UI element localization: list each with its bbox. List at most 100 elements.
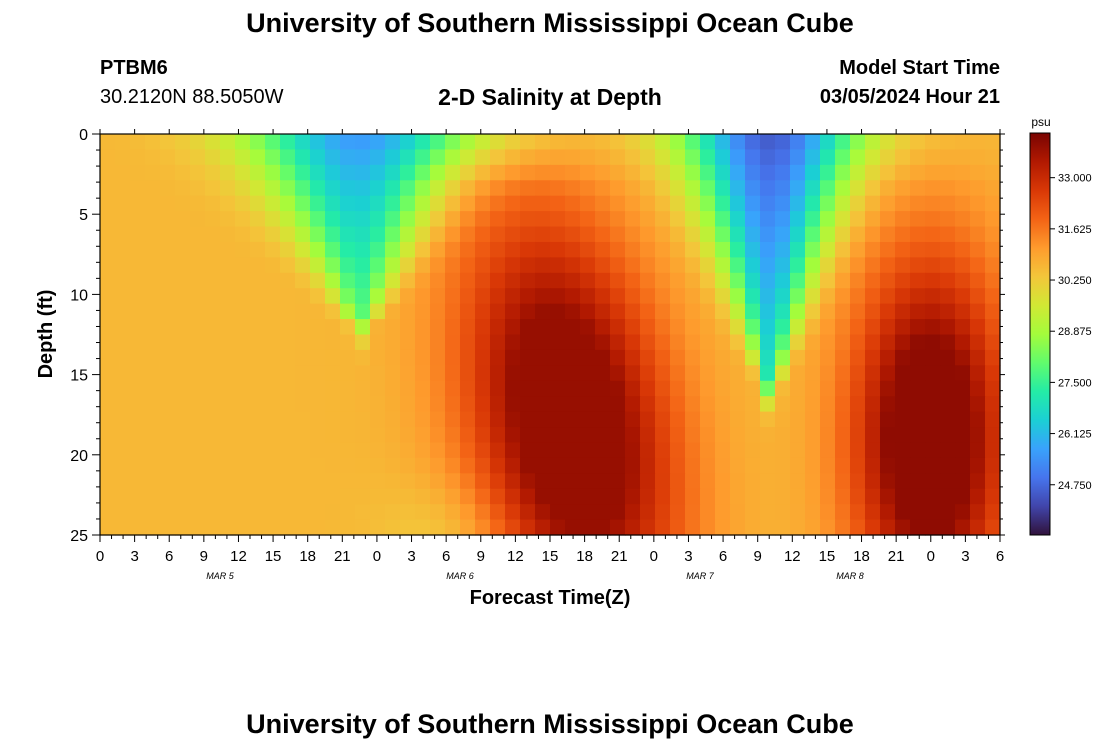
heatmap-cell xyxy=(955,457,971,474)
heatmap-cell xyxy=(670,211,686,228)
heatmap-cell xyxy=(775,134,791,151)
heatmap-cell xyxy=(940,396,956,413)
heatmap-cell xyxy=(820,149,836,166)
heatmap-cell xyxy=(625,164,641,181)
heatmap-cell xyxy=(775,149,791,166)
heatmap-cell xyxy=(265,288,281,305)
heatmap-cell xyxy=(490,272,506,289)
heatmap-cell xyxy=(535,319,551,336)
heatmap-cell xyxy=(370,303,386,320)
y-tick-label: 5 xyxy=(79,207,88,224)
heatmap-cell xyxy=(130,519,146,536)
heatmap-cell xyxy=(460,488,476,505)
heatmap-cell xyxy=(985,319,1001,336)
heatmap-cell xyxy=(280,211,296,228)
heatmap-cell xyxy=(970,504,986,521)
heatmap-cell xyxy=(955,473,971,490)
heatmap-cell xyxy=(280,349,296,366)
heatmap-cell xyxy=(445,211,461,228)
heatmap-cell xyxy=(325,519,341,536)
heatmap-cell xyxy=(655,442,671,459)
heatmap-cell xyxy=(880,319,896,336)
heatmap-cell xyxy=(670,396,686,413)
heatmap-cell xyxy=(145,334,161,351)
heatmap-cell xyxy=(760,164,776,181)
heatmap-cell xyxy=(895,211,911,228)
heatmap-cell xyxy=(535,396,551,413)
heatmap-cell xyxy=(520,164,536,181)
heatmap-cell xyxy=(850,427,866,444)
heatmap-cell xyxy=(760,272,776,289)
heatmap-cell xyxy=(595,241,611,258)
y-tick-label: 15 xyxy=(70,368,88,385)
heatmap-cell xyxy=(805,442,821,459)
x-tick-label: 6 xyxy=(996,548,1004,565)
heatmap-cell xyxy=(295,288,311,305)
heatmap-cell xyxy=(520,411,536,428)
heatmap-cell xyxy=(595,519,611,536)
heatmap-cell xyxy=(310,211,326,228)
heatmap-cell xyxy=(805,334,821,351)
heatmap-cell xyxy=(130,272,146,289)
heatmap-cell xyxy=(370,380,386,397)
heatmap-cell xyxy=(340,164,356,181)
heatmap-cell xyxy=(130,349,146,366)
heatmap-cell xyxy=(295,442,311,459)
heatmap-cell xyxy=(835,334,851,351)
heatmap-cell xyxy=(100,427,116,444)
heatmap-cell xyxy=(610,149,626,166)
heatmap-cell xyxy=(160,195,176,212)
heatmap-cell xyxy=(520,519,536,536)
heatmap-cell xyxy=(445,411,461,428)
heatmap-cell xyxy=(460,134,476,151)
heatmap-cell xyxy=(715,241,731,258)
heatmap-cell xyxy=(640,349,656,366)
y-tick-label: 25 xyxy=(70,528,88,545)
heatmap-cell xyxy=(325,427,341,444)
heatmap-cell xyxy=(760,319,776,336)
heatmap-cell xyxy=(460,411,476,428)
heatmap-cell xyxy=(340,380,356,397)
heatmap-cell xyxy=(490,288,506,305)
heatmap-cell xyxy=(940,519,956,536)
heatmap-cell xyxy=(715,134,731,151)
heatmap-cell xyxy=(940,473,956,490)
heatmap-cell xyxy=(625,519,641,536)
date-label: MAR 6 xyxy=(446,571,474,581)
heatmap-cell xyxy=(610,180,626,197)
heatmap-cell xyxy=(685,396,701,413)
heatmap-cell xyxy=(925,457,941,474)
heatmap-cell xyxy=(370,226,386,243)
heatmap-cell xyxy=(745,488,761,505)
heatmap-cell xyxy=(190,349,206,366)
heatmap-cell xyxy=(460,241,476,258)
heatmap-cell xyxy=(250,504,266,521)
heatmap-cell xyxy=(265,396,281,413)
heatmap-cell xyxy=(625,380,641,397)
heatmap-cell xyxy=(415,257,431,274)
heatmap-cell xyxy=(280,334,296,351)
heatmap-cell xyxy=(565,257,581,274)
heatmap-cell xyxy=(205,180,221,197)
heatmap-cell xyxy=(310,134,326,151)
heatmap-cell xyxy=(775,457,791,474)
heatmap-cell xyxy=(985,365,1001,382)
heatmap-cell xyxy=(865,226,881,243)
heatmap-cell xyxy=(805,272,821,289)
heatmap-cell xyxy=(820,504,836,521)
heatmap-cell xyxy=(445,473,461,490)
heatmap-cell xyxy=(250,411,266,428)
heatmap-cell xyxy=(895,241,911,258)
heatmap-cell xyxy=(235,319,251,336)
heatmap-cell xyxy=(805,180,821,197)
heatmap-cell xyxy=(700,349,716,366)
heatmap-cell xyxy=(115,473,131,490)
heatmap-cell xyxy=(580,257,596,274)
heatmap-cell xyxy=(730,195,746,212)
heatmap-cell xyxy=(595,380,611,397)
heatmap-cell xyxy=(445,488,461,505)
heatmap-cell xyxy=(175,149,191,166)
heatmap-cell xyxy=(655,319,671,336)
heatmap-cell xyxy=(580,396,596,413)
heatmap-cell xyxy=(520,488,536,505)
